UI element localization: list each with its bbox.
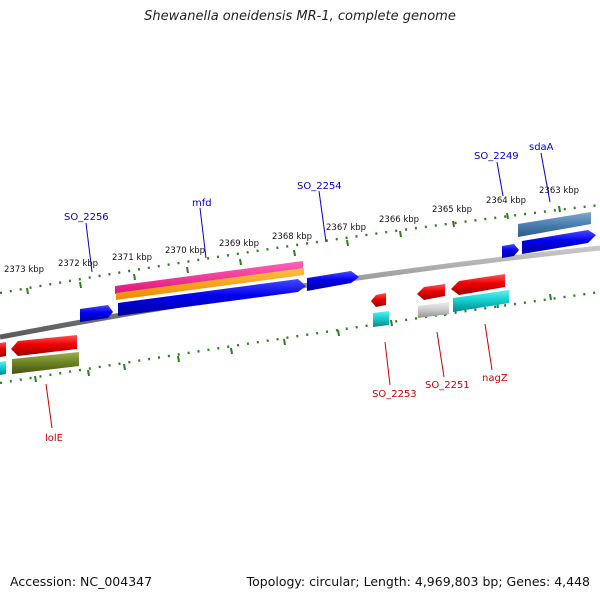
ruler-bottom-line xyxy=(0,290,600,385)
gene-sdaA-arrow[interactable] xyxy=(522,230,596,254)
ruler-label: 2369 kbp xyxy=(219,239,259,249)
ruler-bottom xyxy=(0,290,600,385)
gene-labels-top: sdaA SO_2249 SO_2254 mfd SO_2256 xyxy=(64,142,554,223)
gene-label-nagZ[interactable]: nagZ xyxy=(482,373,508,384)
gene-mfd-feature-pink[interactable] xyxy=(115,261,303,294)
ruler-label: 2366 kbp xyxy=(379,215,419,225)
ruler-label: 2367 kbp xyxy=(326,223,366,233)
ruler-label: 2365 kbp xyxy=(432,205,472,215)
gene-SO_2249-arrow[interactable] xyxy=(502,244,519,258)
genome-summary-text: Topology: circular; Length: 4,969,803 bp… xyxy=(246,574,590,589)
gene-label-SO_2253[interactable]: SO_2253 xyxy=(372,389,417,400)
gene-SO_2254-arrow[interactable] xyxy=(307,271,359,291)
gene-SO_2253-feature[interactable] xyxy=(373,311,389,327)
reverse-genes xyxy=(0,274,509,375)
ruler-labels: 2363 kbp 2364 kbp 2365 kbp 2366 kbp 2367… xyxy=(4,186,579,275)
gene-label-lolE[interactable]: lolE xyxy=(45,433,63,444)
forward-genes xyxy=(80,212,596,322)
ruler-label: 2373 kbp xyxy=(4,265,44,275)
gene-SO_2253-arrow[interactable] xyxy=(371,293,386,307)
gene-SO_2251-arrow[interactable] xyxy=(417,284,445,300)
gene-label-sdaA[interactable]: sdaA xyxy=(529,142,554,153)
gene-nagZ-feature[interactable] xyxy=(453,290,509,312)
ruler-top-line xyxy=(0,203,600,295)
gene-SO_2256-arrow[interactable] xyxy=(80,305,113,322)
gene-label-SO_2254[interactable]: SO_2254 xyxy=(297,181,342,192)
ruler-top xyxy=(0,203,600,295)
gene-edge-red-arrow[interactable] xyxy=(0,342,6,357)
leader-lines-top xyxy=(85,152,551,273)
ruler-top-ticks xyxy=(26,205,561,295)
leader-lines-bottom xyxy=(45,323,493,429)
gene-nagZ-arrow[interactable] xyxy=(451,274,505,295)
gene-labels-bottom: nagZ SO_2251 SO_2253 lolE xyxy=(45,373,508,444)
ruler-label: 2363 kbp xyxy=(539,186,579,196)
gene-label-mfd[interactable]: mfd xyxy=(192,198,212,209)
gene-mfd-feature-orange[interactable] xyxy=(116,268,304,300)
gene-label-SO_2249[interactable]: SO_2249 xyxy=(474,151,519,162)
ruler-label: 2372 kbp xyxy=(58,259,98,269)
gene-lolE-feature[interactable] xyxy=(12,352,79,374)
ruler-label: 2368 kbp xyxy=(272,232,312,242)
gene-sdaA-feature[interactable] xyxy=(518,212,591,237)
accession-text: Accession: NC_004347 xyxy=(10,574,153,589)
gene-label-SO_2251[interactable]: SO_2251 xyxy=(425,380,470,391)
gene-label-SO_2256[interactable]: SO_2256 xyxy=(64,212,109,223)
gene-mfd-arrow[interactable] xyxy=(118,279,306,316)
gene-SO_2251-feature[interactable] xyxy=(418,302,449,318)
gene-lolE-arrow[interactable] xyxy=(11,335,77,356)
ruler-label: 2370 kbp xyxy=(165,246,205,256)
ruler-label: 2364 kbp xyxy=(486,196,526,206)
ruler-label: 2371 kbp xyxy=(112,253,152,263)
gene-edge-cyan-feature[interactable] xyxy=(0,361,6,375)
genome-title: Shewanella oneidensis MR-1, complete gen… xyxy=(144,9,456,24)
